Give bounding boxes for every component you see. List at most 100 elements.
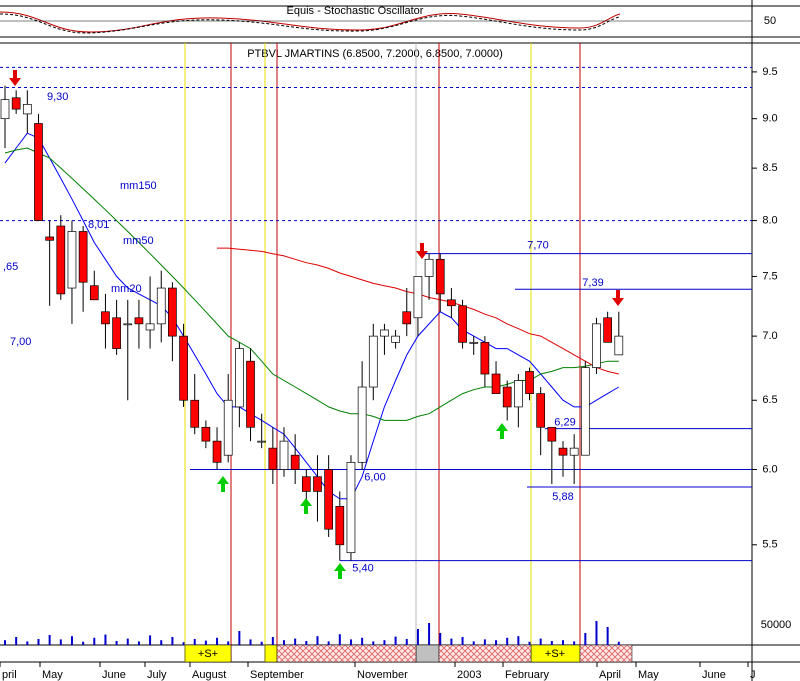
level-label: 7,39 xyxy=(582,277,603,289)
annotation: 7,00 xyxy=(10,336,31,348)
candle-body xyxy=(357,386,367,463)
y-tick-label: 6.5 xyxy=(762,394,777,406)
candle-body xyxy=(112,317,121,349)
volume-bar xyxy=(294,638,297,645)
volume-bar xyxy=(394,636,397,645)
volume-bar xyxy=(383,640,386,645)
candle-body xyxy=(335,505,345,546)
volume-bar xyxy=(238,631,241,645)
x-tick-label: August xyxy=(192,669,226,681)
top-tick: 50 xyxy=(764,15,776,27)
volume-tick-label: 50000 xyxy=(761,619,792,631)
volume-bar xyxy=(37,639,40,645)
candle-body xyxy=(368,335,378,388)
volume-bar xyxy=(472,641,475,645)
candle-body xyxy=(380,329,389,337)
volume-bar xyxy=(372,641,375,645)
volume-bar xyxy=(93,637,96,645)
candle-body xyxy=(134,317,144,325)
x-tick-label: 2003 xyxy=(457,669,481,681)
candle-body xyxy=(0,99,10,120)
candle-body xyxy=(34,123,43,221)
volume-bar xyxy=(82,641,85,645)
x-tick-label: February xyxy=(505,669,550,681)
x-tick-label: pril xyxy=(2,669,17,681)
candle-body xyxy=(558,447,568,456)
candle-body xyxy=(235,348,244,408)
volume-bar xyxy=(137,641,140,645)
volume-bar xyxy=(495,640,498,645)
x-tick-label: September xyxy=(250,669,304,681)
candle-body xyxy=(313,476,322,492)
y-tick-label: 5.5 xyxy=(762,539,777,551)
volume-bar xyxy=(461,637,464,645)
annotation: ,65 xyxy=(3,261,18,273)
candle-body xyxy=(268,447,278,470)
candle-body xyxy=(201,426,211,442)
y-tick-label: 9.5 xyxy=(762,66,777,78)
volume-bar xyxy=(416,629,419,645)
x-tick-label: May xyxy=(42,669,63,681)
volume-bar xyxy=(193,639,196,645)
volume-bar xyxy=(126,638,129,645)
volume-bar xyxy=(59,639,62,645)
candle-body xyxy=(480,341,490,375)
volume-bar xyxy=(149,635,152,645)
volume-bar xyxy=(450,638,453,645)
candle-body xyxy=(246,360,255,428)
x-tick-label: J xyxy=(750,669,756,681)
x-tick-label: May xyxy=(638,669,659,681)
volume-bar xyxy=(595,621,598,645)
volume-bar xyxy=(115,641,118,645)
volume-bar xyxy=(160,640,163,645)
volume-bar xyxy=(584,633,587,645)
x-tick-label: April xyxy=(599,669,621,681)
x-tick-label: November xyxy=(357,669,408,681)
volume-bar xyxy=(249,639,252,645)
candle-body xyxy=(502,386,512,408)
candle-body xyxy=(469,341,479,344)
sell-arrows xyxy=(9,70,624,306)
ma-label: mm20 xyxy=(111,283,142,295)
candle-body xyxy=(435,258,445,295)
x-tick-label: June xyxy=(702,669,726,681)
candle-body xyxy=(257,440,267,443)
volume-bar xyxy=(305,641,308,645)
volume-bar xyxy=(26,641,29,645)
volume-bar xyxy=(182,642,185,645)
top-title: Equis - Stochastic Oscillator xyxy=(287,5,424,17)
candle-body xyxy=(156,287,166,325)
candle-body xyxy=(212,440,222,463)
candle-body xyxy=(592,323,601,368)
candle-body xyxy=(101,311,110,325)
candle-body xyxy=(324,469,333,530)
candle-body xyxy=(402,311,412,325)
volume-bar xyxy=(405,639,408,645)
candle-body xyxy=(290,454,300,470)
volume-bar xyxy=(227,641,230,645)
candle-body xyxy=(67,231,77,289)
candle-body xyxy=(168,287,177,337)
candle-body xyxy=(391,335,400,343)
candle-body xyxy=(190,399,200,428)
candle-body xyxy=(580,367,590,456)
annotation: 8,01 xyxy=(88,219,109,231)
candle-body xyxy=(514,380,523,408)
volume-bar xyxy=(573,641,576,645)
candle-body xyxy=(56,225,66,295)
candle-body xyxy=(413,276,423,319)
candle-body xyxy=(424,258,434,277)
candle-body xyxy=(547,426,557,442)
volume-bar xyxy=(70,636,73,645)
volume-bar xyxy=(171,637,174,645)
signal-lines xyxy=(184,43,581,662)
volume-bar xyxy=(550,641,553,645)
candle-body xyxy=(223,399,233,456)
level-label: 5,40 xyxy=(352,563,373,575)
volume-bar xyxy=(349,639,352,645)
level-label: 7,70 xyxy=(527,240,548,252)
annotation: 9,30 xyxy=(47,91,68,103)
candle-body xyxy=(123,323,133,326)
